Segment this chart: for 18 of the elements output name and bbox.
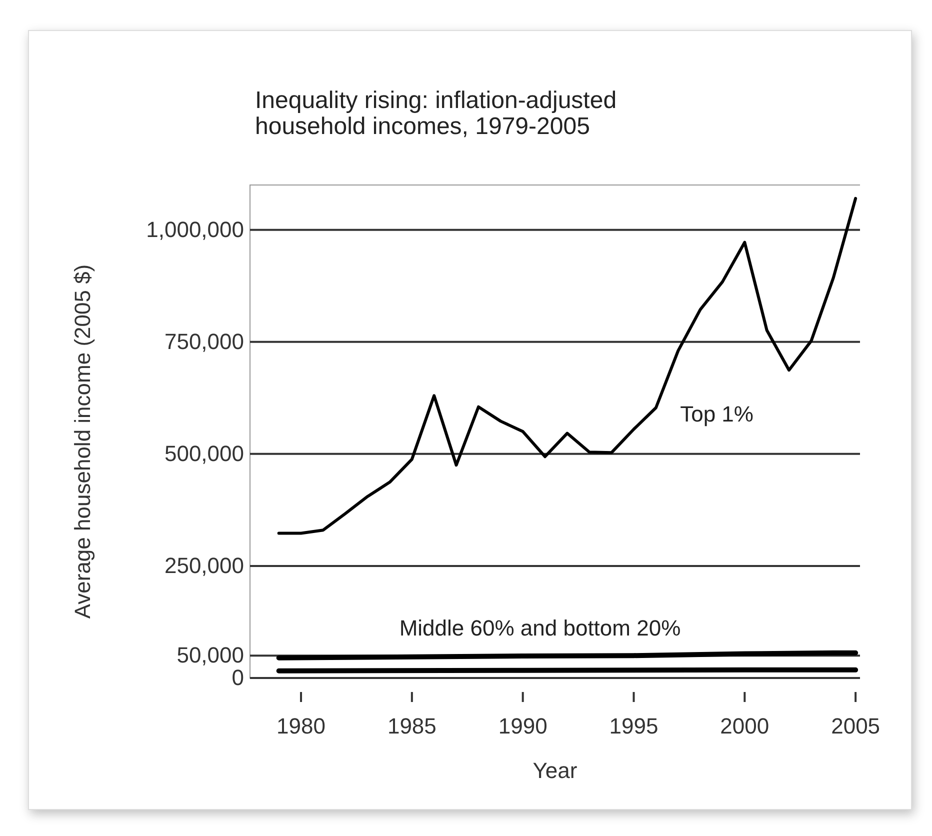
line-series [277, 196, 858, 535]
x-tick-label: 2005 [831, 714, 880, 739]
y-tick-label: 0 [232, 665, 244, 690]
y-tick-label: 500,000 [164, 440, 244, 466]
x-tick-label: 1995 [609, 714, 658, 739]
y-axis-title: Average household income (2005 $) [70, 264, 95, 619]
chart-title: Inequality rising: inflation-adjusted household incomes, 1979-2005 [255, 87, 617, 140]
y-tick-label: 250,000 [164, 552, 244, 578]
x-tick-label: 1980 [276, 714, 326, 739]
x-tick-label: 1990 [498, 714, 548, 739]
y-tick-label: 50,000 [176, 642, 244, 668]
x-tick-label: 1985 [387, 714, 436, 739]
x-tick-label: 2000 [720, 714, 770, 739]
y-tick-label: 1,000,000 [146, 216, 244, 242]
y-tick-label: 750,000 [164, 328, 244, 354]
x-axis-title: Year [532, 758, 578, 783]
series-label: Top 1% [680, 401, 754, 426]
annotation: Middle 60% and bottom 20% [399, 616, 681, 641]
